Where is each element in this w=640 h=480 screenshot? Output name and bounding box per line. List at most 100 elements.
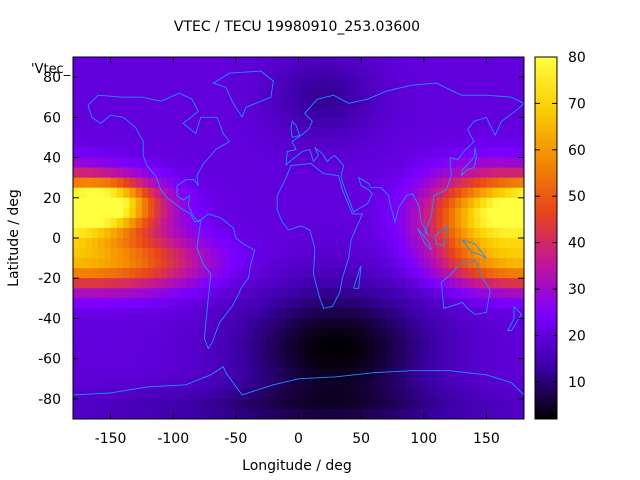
heatmap-cell xyxy=(386,268,394,279)
heatmap-cell xyxy=(404,268,412,279)
heatmap-cell xyxy=(430,97,437,108)
heatmap-cell xyxy=(511,388,519,400)
heatmap-cell xyxy=(430,388,437,400)
heatmap-cell xyxy=(279,288,287,299)
heatmap-cell xyxy=(323,207,331,219)
heatmap-cell xyxy=(398,348,406,360)
heatmap-cell xyxy=(329,398,337,410)
heatmap-cell xyxy=(110,328,118,340)
heatmap-cell xyxy=(79,57,87,68)
heatmap-cell xyxy=(173,87,181,98)
heatmap-cell xyxy=(141,187,149,199)
heatmap-cell xyxy=(492,378,500,390)
heatmap-cell xyxy=(354,67,362,78)
heatmap-cell xyxy=(486,117,494,128)
heatmap-cell xyxy=(323,308,331,320)
heatmap-cell xyxy=(373,378,381,390)
heatmap-cell xyxy=(311,147,318,159)
heatmap-cell xyxy=(323,338,331,350)
heatmap-cell xyxy=(480,117,488,128)
heatmap-cell xyxy=(379,388,387,400)
heatmap-cell xyxy=(455,107,462,118)
heatmap-cell xyxy=(292,117,300,128)
heatmap-cell xyxy=(336,388,343,400)
heatmap-cell xyxy=(311,308,318,320)
heatmap-cell xyxy=(367,227,375,239)
heatmap-cell xyxy=(98,338,105,350)
heatmap-cell xyxy=(323,167,331,179)
heatmap-cell xyxy=(192,177,199,189)
heatmap-cell xyxy=(486,77,494,88)
heatmap-cell xyxy=(123,147,130,159)
heatmap-cell xyxy=(473,217,481,229)
heatmap-cell xyxy=(505,268,513,279)
heatmap-cell xyxy=(229,328,237,340)
heatmap-cell xyxy=(185,167,193,179)
heatmap-cell xyxy=(141,298,149,309)
heatmap-cell xyxy=(79,117,87,128)
heatmap-cell xyxy=(498,227,506,239)
heatmap-cell xyxy=(110,248,118,259)
heatmap-cell xyxy=(204,87,212,98)
heatmap-cell xyxy=(455,358,462,370)
heatmap-cell xyxy=(148,67,156,78)
heatmap-cell xyxy=(404,137,412,149)
heatmap-cell xyxy=(248,338,256,350)
heatmap-cell xyxy=(104,167,112,179)
heatmap-cell xyxy=(298,157,306,169)
heatmap-cell xyxy=(461,187,469,199)
heatmap-cell xyxy=(417,207,425,219)
heatmap-cell xyxy=(505,77,513,88)
heatmap-cell xyxy=(304,87,312,98)
heatmap-cell xyxy=(392,328,400,340)
heatmap-cell xyxy=(292,338,300,350)
heatmap-cell xyxy=(311,167,318,179)
heatmap-cell xyxy=(473,157,481,169)
heatmap-cell xyxy=(235,137,243,149)
heatmap-cell xyxy=(248,238,256,249)
heatmap-cell xyxy=(367,348,375,360)
heatmap-cell xyxy=(404,67,412,78)
heatmap-cell xyxy=(417,167,425,179)
heatmap-cell xyxy=(448,107,456,118)
heatmap-cell xyxy=(304,268,312,279)
heatmap-cell xyxy=(348,87,356,98)
heatmap-cell xyxy=(110,167,118,179)
heatmap-cell xyxy=(379,298,387,309)
heatmap-cell xyxy=(392,348,400,360)
heatmap-cell xyxy=(442,288,450,299)
coastline-greenland xyxy=(212,70,274,118)
heatmap-cell xyxy=(141,157,149,169)
heatmap-cell xyxy=(386,227,394,239)
heatmap-cell xyxy=(473,147,481,159)
heatmap-cell xyxy=(467,308,475,320)
heatmap-cell xyxy=(311,187,318,199)
heatmap-cell xyxy=(492,107,500,118)
heatmap-cell xyxy=(98,127,105,139)
heatmap-cell xyxy=(223,408,231,419)
heatmap-cell xyxy=(317,238,325,249)
heatmap-cell xyxy=(348,157,356,169)
heatmap-cell xyxy=(279,97,287,108)
heatmap-cell xyxy=(160,197,168,209)
heatmap-cell xyxy=(323,358,331,370)
heatmap-cell xyxy=(285,107,293,118)
heatmap-cell xyxy=(473,408,481,419)
heatmap-cell xyxy=(404,107,412,118)
heatmap-cell xyxy=(110,278,118,289)
heatmap-cell xyxy=(129,278,137,289)
heatmap-cell xyxy=(517,97,524,108)
heatmap-cell xyxy=(430,177,437,189)
heatmap-cell xyxy=(436,328,444,340)
heatmap-cell xyxy=(160,238,168,249)
heatmap-cell xyxy=(398,187,406,199)
heatmap-cell xyxy=(98,97,105,108)
heatmap-cell xyxy=(480,268,488,279)
heatmap-cell xyxy=(267,187,275,199)
heatmap-cell xyxy=(223,97,231,108)
heatmap-cell xyxy=(348,298,356,309)
heatmap-cell xyxy=(242,157,249,169)
heatmap-cell xyxy=(323,318,331,330)
heatmap-cell xyxy=(480,217,488,229)
heatmap-cell xyxy=(442,268,450,279)
